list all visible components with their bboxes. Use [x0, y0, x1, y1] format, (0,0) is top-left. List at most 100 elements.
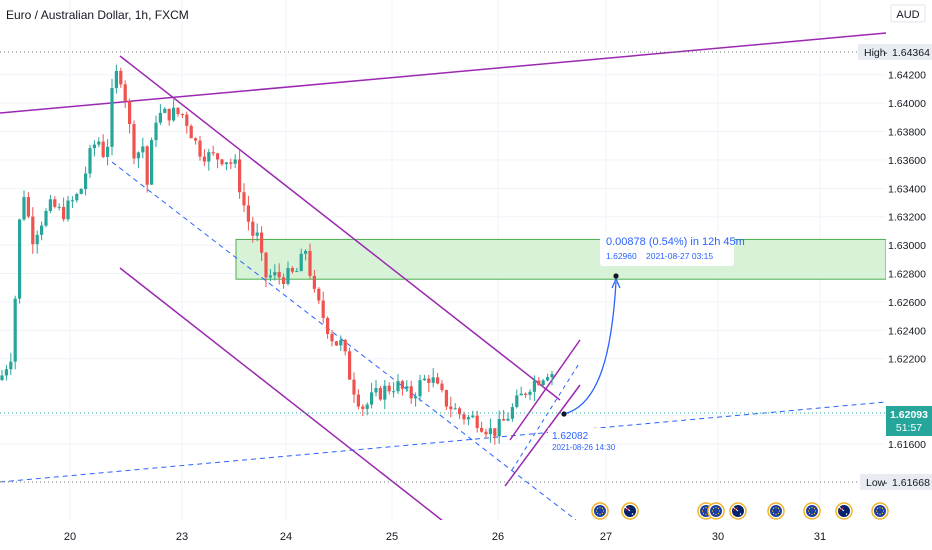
- candle-body: [378, 388, 382, 400]
- candle-body: [119, 70, 123, 85]
- projection-target-time: 2021-08-27 03:15: [646, 251, 713, 261]
- au-event-icon[interactable]: [729, 502, 747, 520]
- candle-body: [9, 361, 13, 370]
- au-cross: [732, 506, 739, 512]
- eu-star: [702, 507, 705, 510]
- currency-button[interactable]: AUD: [890, 4, 926, 23]
- candle-body: [537, 380, 541, 386]
- candle-body: [458, 408, 462, 415]
- projection-label-box: [600, 232, 734, 266]
- eu-star: [775, 513, 777, 516]
- candle-body: [88, 148, 92, 174]
- candle-body: [405, 386, 409, 389]
- projection-origin-box: [548, 428, 614, 452]
- candle-body: [321, 300, 325, 319]
- candle-body: [348, 351, 352, 380]
- time-axis[interactable]: [0, 520, 886, 550]
- eu-star: [813, 507, 816, 510]
- candle-body: [202, 156, 206, 162]
- candle-body: [136, 152, 140, 159]
- candle-body: [132, 124, 136, 159]
- candle-body: [145, 146, 149, 185]
- candle-body: [356, 394, 360, 407]
- candle-body: [502, 419, 506, 421]
- candle-body: [317, 288, 321, 301]
- eu-star: [772, 507, 775, 510]
- last-price-value: 1.62093: [890, 409, 928, 421]
- economic-events[interactable]: [591, 502, 889, 520]
- price-tick-label: 1.62800: [888, 269, 926, 281]
- candle-body: [290, 268, 294, 272]
- trendlines[interactable]: [0, 32, 887, 526]
- event-flag: [874, 505, 886, 517]
- candle-body: [453, 408, 457, 410]
- eu-star: [881, 507, 884, 510]
- eu-star: [778, 510, 781, 512]
- channel-upper-line: [119, 55, 561, 401]
- eu-star: [596, 512, 599, 515]
- candle-body: [418, 380, 422, 397]
- candle-body: [35, 234, 39, 245]
- projection-origin-time: 2021-08-26 14:30: [552, 443, 616, 452]
- eu-star: [813, 512, 816, 515]
- projection-label[interactable]: 0.00878 (0.54%) in 12h 45m 1.62960 2021-…: [600, 232, 745, 266]
- price-tick-label: 1.62600: [888, 297, 926, 309]
- candle-body: [422, 378, 426, 381]
- au-event-icon[interactable]: [621, 502, 639, 520]
- candle-body: [167, 108, 171, 121]
- au-event-icon[interactable]: [835, 502, 853, 520]
- projection-arrow: [563, 281, 617, 415]
- candle-body: [339, 339, 343, 346]
- eu-event-icon[interactable]: [871, 502, 889, 520]
- candle-body: [207, 152, 211, 162]
- eu-star: [715, 513, 717, 516]
- candle-body: [75, 193, 79, 201]
- candle-body: [370, 392, 374, 405]
- projection-target-price: 1.62960: [606, 251, 637, 261]
- eu-star: [777, 507, 780, 510]
- candle-body: [66, 200, 70, 220]
- candle-body: [343, 339, 347, 352]
- price-tick-label: 1.63400: [888, 183, 926, 195]
- eu-star: [599, 513, 601, 516]
- candle-body: [299, 253, 303, 272]
- candle-body: [506, 418, 510, 421]
- eu-event-icon[interactable]: [591, 502, 609, 520]
- eu-star: [882, 510, 885, 512]
- price-tick-label: 1.61600: [888, 439, 926, 451]
- projection-headline: 0.00878 (0.54%) in 12h 45m: [606, 236, 745, 248]
- eu-event-icon[interactable]: [707, 502, 725, 520]
- candle-body: [40, 225, 44, 235]
- candle-body: [264, 252, 268, 278]
- candle-body: [444, 390, 448, 407]
- candle-body: [123, 84, 127, 102]
- candle-body: [295, 271, 299, 273]
- event-flag: [770, 505, 782, 517]
- candle-body: [365, 404, 369, 409]
- candle-body: [141, 146, 145, 153]
- bar-countdown: 51:57: [896, 422, 922, 434]
- price-tick-label: 1.63600: [888, 155, 926, 167]
- candle-body: [185, 114, 189, 126]
- currency-label: AUD: [896, 9, 919, 21]
- candle-body: [163, 108, 167, 113]
- eu-event-icon[interactable]: [767, 502, 785, 520]
- eu-star: [601, 507, 604, 510]
- candle-body: [255, 232, 259, 236]
- eu-star: [712, 507, 715, 510]
- candle-body: [532, 380, 536, 392]
- eu-event-icon[interactable]: [803, 502, 821, 520]
- target-zone[interactable]: [235, 238, 887, 280]
- eu-star: [702, 512, 705, 515]
- candle-body: [180, 113, 184, 115]
- candle-body: [26, 197, 30, 217]
- projection-target-dot: [613, 273, 619, 279]
- candle-body: [330, 333, 334, 342]
- price-tick-label: 1.62400: [888, 325, 926, 337]
- candle-body: [176, 107, 180, 114]
- candle-body: [409, 386, 413, 399]
- candle-body: [308, 250, 312, 276]
- candle-body: [462, 414, 466, 420]
- price-tick-label: 1.64000: [888, 98, 926, 110]
